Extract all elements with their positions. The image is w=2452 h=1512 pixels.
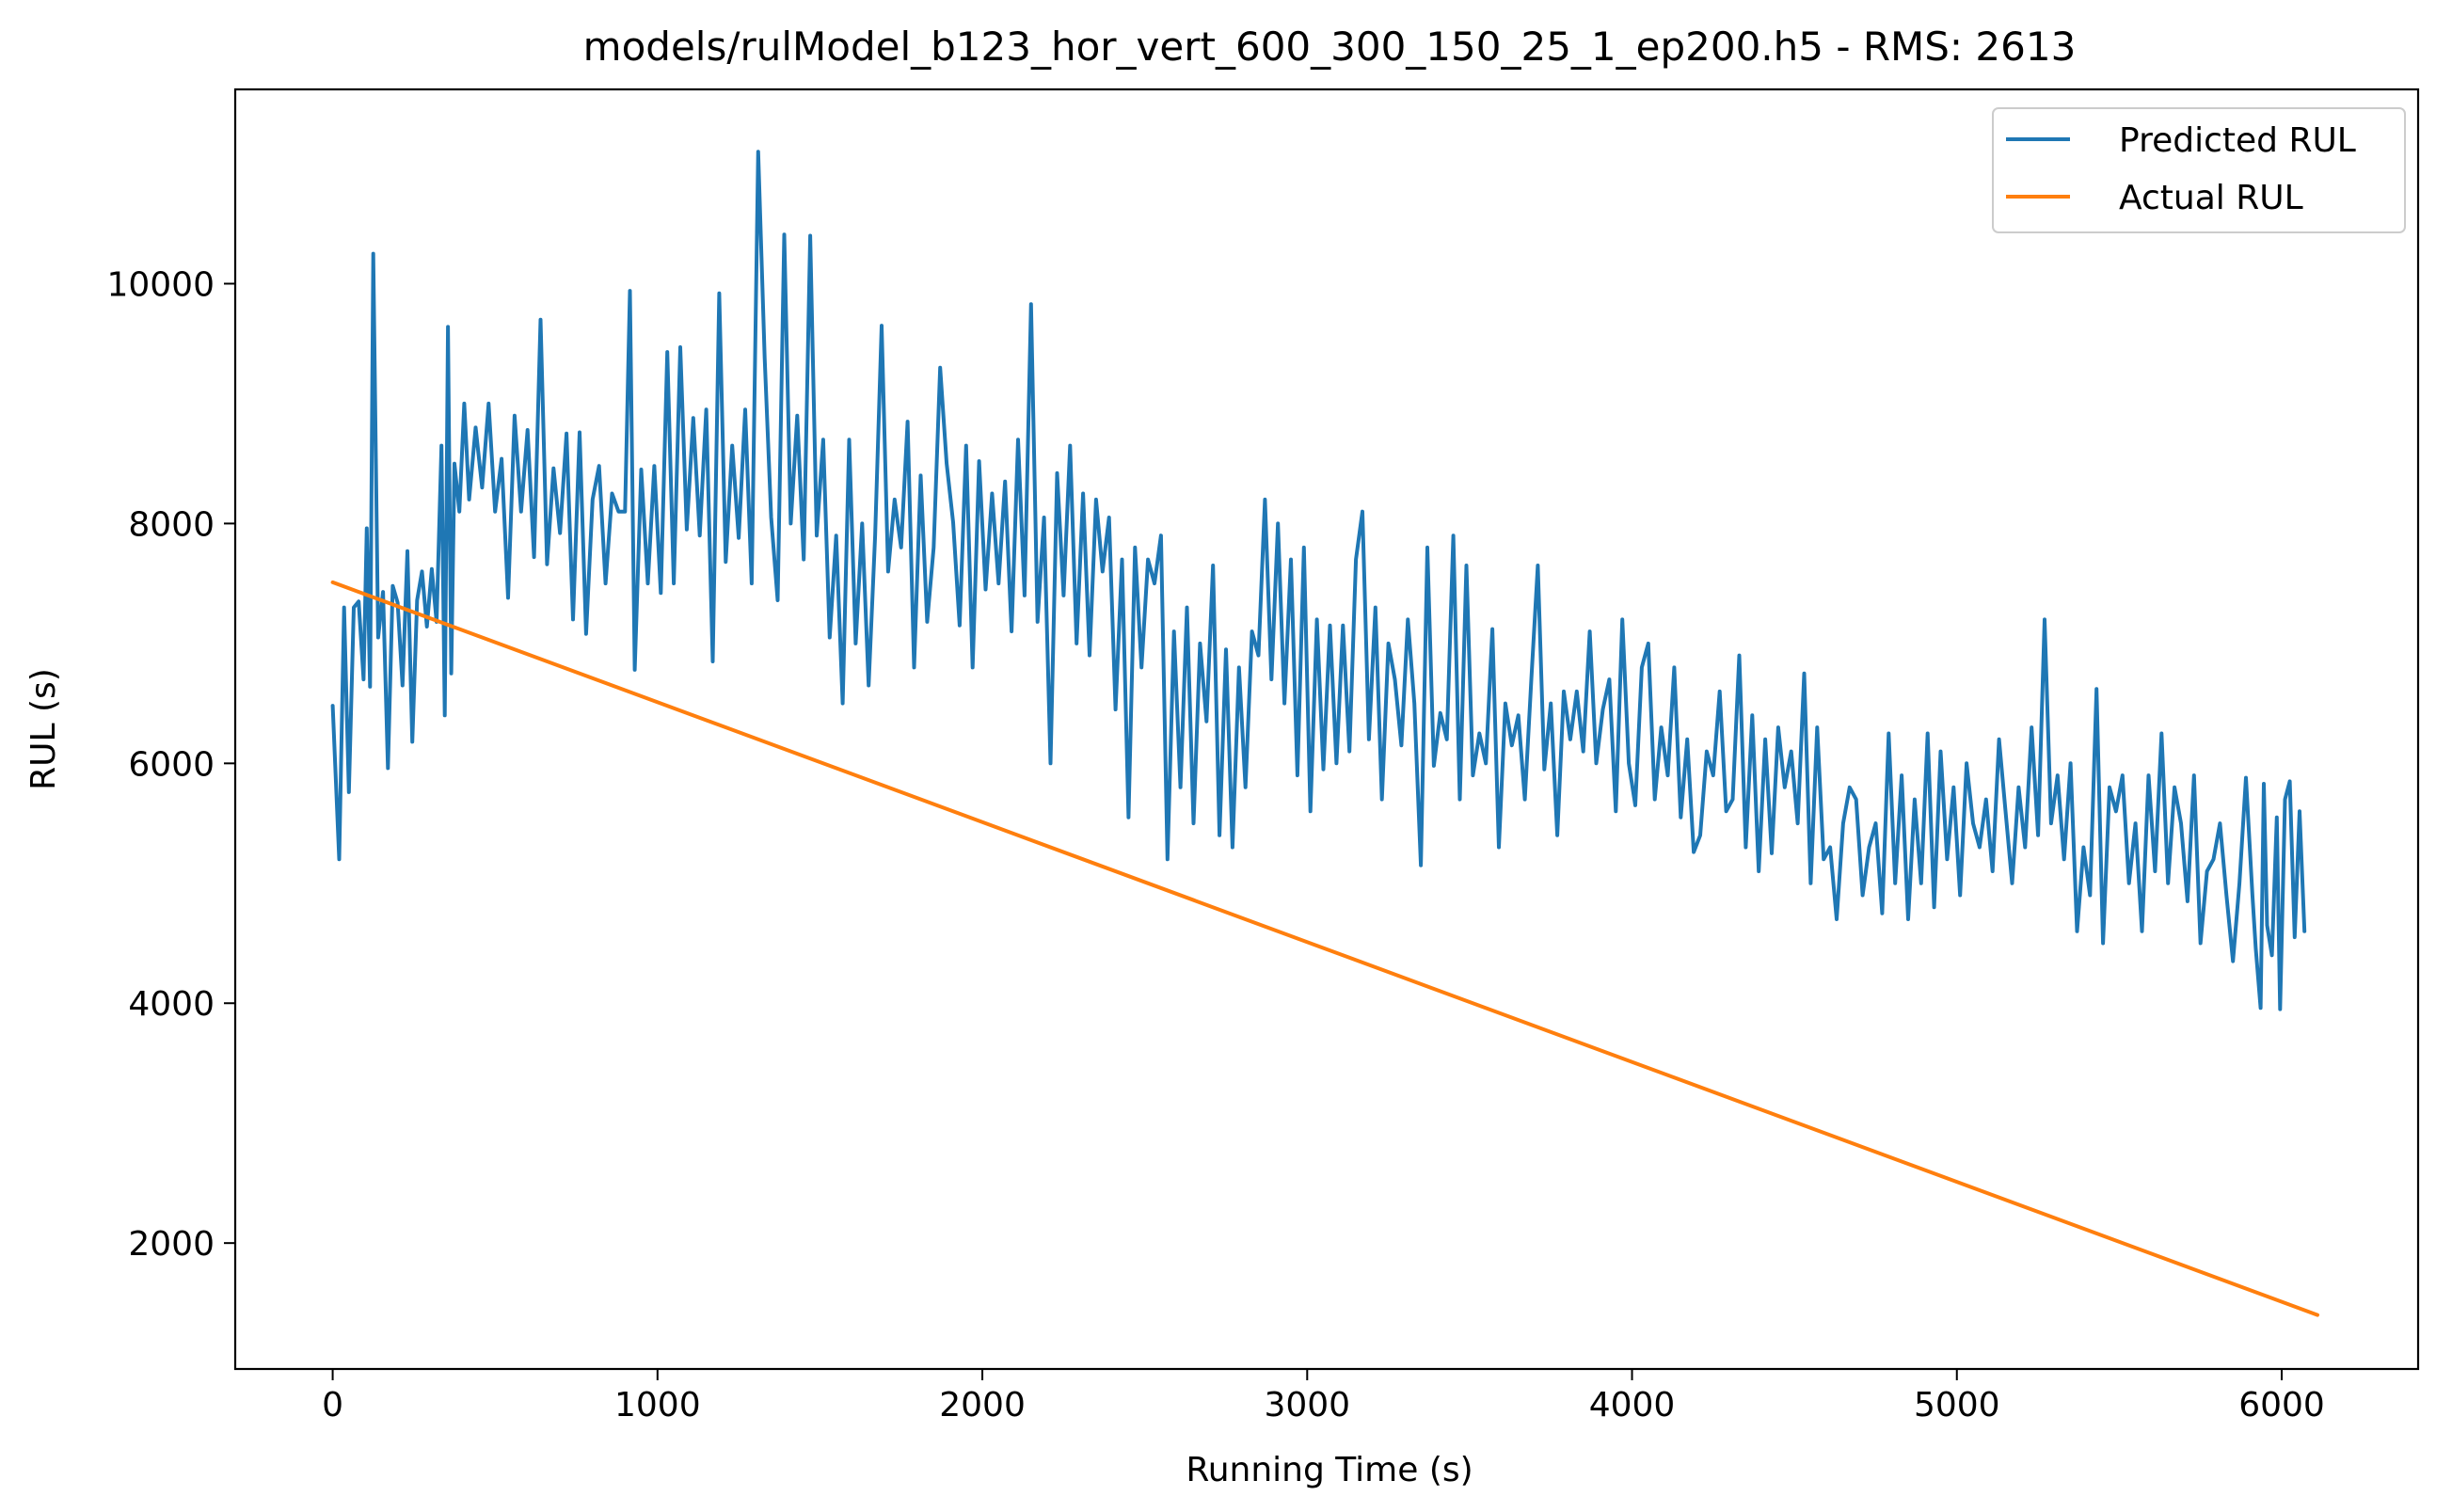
series-line-actual-rul <box>330 580 2319 1317</box>
y-tick-label: 2000 <box>128 1225 215 1264</box>
legend: Predicted RUL Actual RUL <box>1992 107 2406 233</box>
chart-title: models/rulModel_b123_hor_vert_600_300_15… <box>583 24 2077 70</box>
plot-frame <box>233 88 2420 1371</box>
x-axis-label: Running Time (s) <box>1186 1451 1473 1489</box>
series-line-predicted-rul <box>330 150 2307 1011</box>
y-tick-label: 6000 <box>128 745 215 784</box>
legend-label: Predicted RUL <box>2119 121 2356 160</box>
legend-label: Actual RUL <box>2119 179 2303 217</box>
x-tick-label: 2000 <box>939 1386 1026 1424</box>
x-axis-ticks: 0 1000 2000 3000 4000 5000 6000 <box>322 1369 2325 1424</box>
x-tick-label: 6000 <box>2238 1386 2325 1424</box>
x-tick-label: 1000 <box>614 1386 701 1424</box>
legend-box <box>1992 107 2406 233</box>
x-tick-label: 5000 <box>1914 1386 2000 1424</box>
y-tick-label: 8000 <box>128 505 215 544</box>
y-axis-label: RUL (s) <box>24 668 63 790</box>
x-tick-label: 3000 <box>1264 1386 1350 1424</box>
y-axis-ticks: 2000 4000 6000 8000 10000 <box>106 265 235 1264</box>
y-tick-label: 4000 <box>128 985 215 1024</box>
plot-series <box>330 150 2319 1317</box>
y-tick-label: 10000 <box>106 265 215 304</box>
x-tick-label: 4000 <box>1589 1386 1676 1424</box>
x-tick-label: 0 <box>322 1386 343 1424</box>
